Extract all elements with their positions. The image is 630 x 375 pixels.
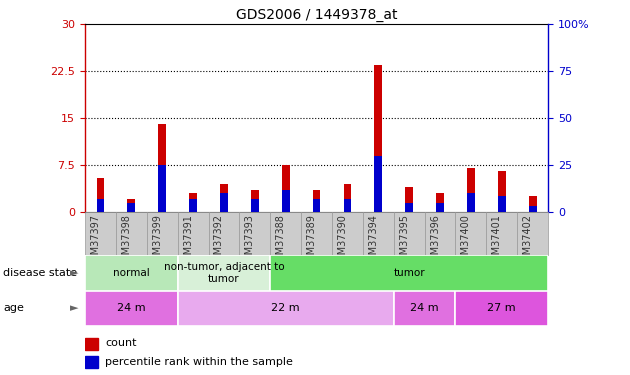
Bar [312, 200, 321, 212]
Bar [312, 190, 321, 212]
Bar [178, 291, 394, 326]
Bar [96, 177, 105, 212]
Bar [85, 291, 178, 326]
Bar [282, 190, 290, 212]
Text: GSM37397: GSM37397 [91, 214, 101, 267]
Bar [374, 65, 382, 212]
Bar [209, 212, 239, 255]
Text: GSM37393: GSM37393 [245, 214, 255, 267]
Bar [189, 200, 197, 212]
Text: count: count [105, 339, 137, 348]
Bar [343, 184, 352, 212]
Text: normal: normal [113, 268, 150, 278]
Text: 27 m: 27 m [488, 303, 516, 313]
Bar [85, 356, 98, 368]
Bar [529, 196, 537, 212]
Text: GSM37389: GSM37389 [307, 214, 317, 267]
Text: GSM37396: GSM37396 [430, 214, 440, 267]
Bar [96, 200, 105, 212]
Bar [127, 202, 135, 212]
Bar [363, 212, 394, 255]
Bar [498, 171, 506, 212]
Bar [436, 202, 444, 212]
Text: GSM37391: GSM37391 [183, 214, 193, 267]
Bar [158, 165, 166, 212]
Text: GSM37399: GSM37399 [152, 214, 163, 267]
Bar [332, 212, 363, 255]
Text: GSM37390: GSM37390 [338, 214, 348, 267]
Bar [270, 212, 301, 255]
Bar [455, 291, 548, 326]
Bar [220, 193, 228, 212]
Bar [467, 193, 475, 212]
Bar [394, 291, 455, 326]
Bar [282, 165, 290, 212]
Bar [239, 212, 270, 255]
Text: non-tumor, adjacent to
tumor: non-tumor, adjacent to tumor [164, 262, 284, 284]
Bar [85, 338, 98, 350]
Bar [405, 202, 413, 212]
Bar [158, 124, 166, 212]
Text: GSM37395: GSM37395 [399, 214, 410, 267]
Bar [343, 200, 352, 212]
Bar [374, 156, 382, 212]
Bar [127, 200, 135, 212]
Bar [85, 255, 178, 291]
Text: GSM37394: GSM37394 [369, 214, 378, 267]
Text: GSM37402: GSM37402 [523, 214, 532, 267]
Bar [85, 212, 116, 255]
Bar [147, 212, 178, 255]
Bar [436, 193, 444, 212]
Bar [270, 255, 548, 291]
Text: ►: ► [71, 268, 79, 278]
Text: ►: ► [71, 303, 79, 313]
Bar [251, 190, 259, 212]
Text: 22 m: 22 m [272, 303, 300, 313]
Text: GSM37388: GSM37388 [276, 214, 286, 267]
Text: percentile rank within the sample: percentile rank within the sample [105, 357, 294, 367]
Title: GDS2006 / 1449378_at: GDS2006 / 1449378_at [236, 8, 398, 22]
Bar [394, 212, 425, 255]
Bar [189, 193, 197, 212]
Bar [467, 168, 475, 212]
Bar [425, 212, 455, 255]
Bar [178, 255, 270, 291]
Bar [178, 212, 209, 255]
Text: 24 m: 24 m [410, 303, 439, 313]
Bar [498, 196, 506, 212]
Text: tumor: tumor [393, 268, 425, 278]
Bar [220, 184, 228, 212]
Bar [517, 212, 548, 255]
Text: GSM37398: GSM37398 [122, 214, 132, 267]
Bar [301, 212, 332, 255]
Bar [116, 212, 147, 255]
Bar [486, 212, 517, 255]
Text: 24 m: 24 m [117, 303, 146, 313]
Text: GSM37401: GSM37401 [492, 214, 501, 267]
Text: GSM37392: GSM37392 [214, 214, 224, 267]
Text: disease state: disease state [3, 268, 77, 278]
Bar [529, 206, 537, 212]
Bar [455, 212, 486, 255]
Text: age: age [3, 303, 24, 313]
Bar [405, 187, 413, 212]
Bar [251, 200, 259, 212]
Text: GSM37400: GSM37400 [461, 214, 471, 267]
